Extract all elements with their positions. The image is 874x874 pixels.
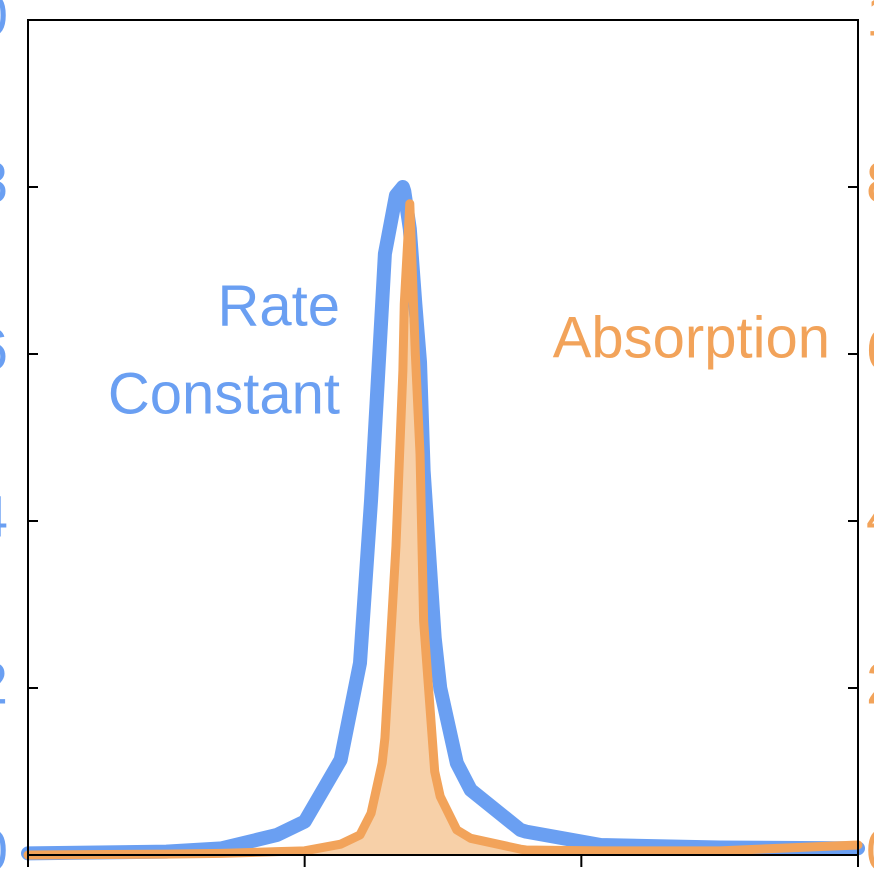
series-label-display: Rate xyxy=(217,273,340,338)
y2-tick-label: 2 xyxy=(866,651,874,716)
series-label: Absorption xyxy=(553,305,830,370)
y-tick-label: 0 xyxy=(0,818,8,874)
y2-tick-label: 10 xyxy=(866,0,874,48)
plot-frame xyxy=(27,19,859,856)
y2-tick-label: 4 xyxy=(866,484,874,549)
line xyxy=(21,180,865,861)
y-tick-label: 2 xyxy=(0,651,8,716)
y-tick-label: 6 xyxy=(0,317,8,382)
area xyxy=(28,203,858,855)
y-tick-label: 4 xyxy=(0,484,8,549)
y-tick-label: 10 xyxy=(0,0,8,48)
y2-tick-label: 6 xyxy=(866,317,874,382)
series-label-display: Constant xyxy=(108,361,340,426)
y2-tick-label: 8 xyxy=(866,150,874,215)
line xyxy=(23,199,863,860)
y2-tick-label: 0 xyxy=(866,818,874,874)
y-tick-label: 8 xyxy=(0,150,8,215)
